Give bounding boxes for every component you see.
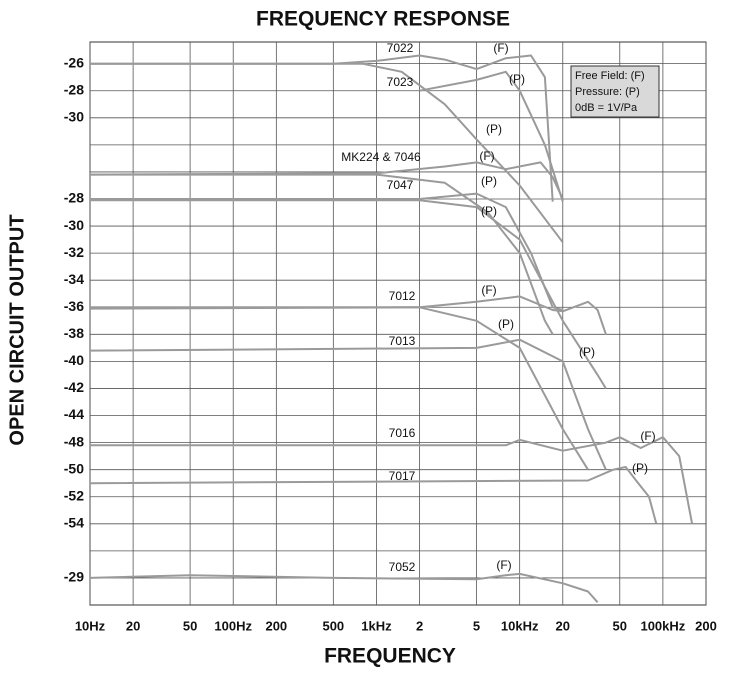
y-tick-label: -48 — [64, 433, 84, 449]
response-curve — [90, 436, 694, 524]
x-tick-label: 10kHz — [501, 618, 539, 633]
response-curve — [90, 173, 554, 335]
y-tick-label: -29 — [64, 569, 84, 585]
x-tick-label: 20 — [126, 618, 140, 633]
x-tick-label: 200 — [265, 618, 287, 633]
x-tick-label: 100kHz — [640, 618, 685, 633]
curve-label: (P) — [481, 204, 497, 218]
y-tick-label: -40 — [64, 352, 84, 368]
curve-label: MK224 & 7046 — [341, 150, 421, 164]
y-tick-label: -44 — [64, 406, 84, 422]
curve-label: (F) — [481, 283, 496, 297]
response-curve — [90, 295, 607, 335]
y-tick-label: -54 — [64, 515, 84, 531]
response-curve — [419, 70, 564, 203]
x-tick-label: 1kHz — [361, 618, 392, 633]
curve-label: (P) — [509, 72, 525, 86]
y-tick-label: -30 — [64, 108, 84, 124]
response-curve — [90, 192, 564, 311]
curve-label: (P) — [632, 461, 648, 475]
x-tick-label: 5 — [473, 618, 480, 633]
response-curve — [89, 161, 564, 200]
y-axis-title: OPEN CIRCUIT OUTPUT — [6, 214, 28, 445]
y-tick-label: -34 — [64, 271, 84, 287]
response-curve — [89, 572, 599, 603]
curve-label: (F) — [640, 429, 655, 443]
y-tick-label: -28 — [64, 190, 84, 206]
legend-box — [570, 65, 660, 118]
y-tick-label: -26 — [64, 54, 84, 70]
y-tick-label: -42 — [64, 379, 84, 395]
response-curve — [89, 306, 589, 471]
curve-label: 7012 — [389, 289, 416, 303]
x-tick-label: 100Hz — [214, 618, 252, 633]
response-curve — [90, 54, 554, 202]
response-curve — [90, 62, 564, 243]
x-tick-label: 500 — [322, 618, 344, 633]
curve-label: 7013 — [389, 334, 416, 348]
x-tick-label: 10Hz — [75, 618, 106, 633]
legend-text: Free Field: (F) — [575, 70, 645, 82]
curve-label: (P) — [486, 122, 502, 136]
x-tick-label: 200 — [695, 618, 717, 633]
curve-label: (P) — [579, 345, 595, 359]
curve-label: 7047 — [387, 178, 414, 192]
response-curve — [89, 338, 607, 471]
curve-label: 7022 — [387, 41, 414, 55]
response-curve — [90, 199, 607, 390]
y-tick-label: -38 — [64, 325, 84, 341]
x-tick-label: 50 — [613, 618, 627, 633]
x-tick-label: 2 — [416, 618, 423, 633]
x-tick-label: 20 — [556, 618, 570, 633]
y-tick-label: -50 — [64, 460, 84, 476]
x-axis-title: FREQUENCY — [324, 645, 456, 668]
curve-label: (F) — [493, 41, 508, 55]
legend-text: Pressure: (P) — [575, 86, 640, 98]
curve-label: 7023 — [387, 75, 414, 89]
response-curve — [89, 466, 658, 525]
x-tick-label: 50 — [183, 618, 197, 633]
chart-title: FREQUENCY RESPONSE — [256, 8, 510, 31]
curve-label: (F) — [479, 149, 494, 163]
curve-label: (P) — [498, 317, 514, 331]
y-tick-label: -36 — [64, 298, 84, 314]
curve-label: 7017 — [389, 469, 416, 483]
curve-label: 7052 — [389, 560, 416, 574]
curve-label: 7016 — [389, 426, 416, 440]
y-tick-label: -28 — [64, 81, 84, 97]
legend-text: 0dB = 1V/Pa — [575, 102, 638, 114]
y-tick-label: -32 — [64, 244, 84, 260]
curve-label: (F) — [496, 558, 511, 572]
curve-label: (P) — [481, 174, 497, 188]
y-tick-label: -52 — [64, 487, 84, 503]
y-tick-label: -30 — [64, 217, 84, 233]
